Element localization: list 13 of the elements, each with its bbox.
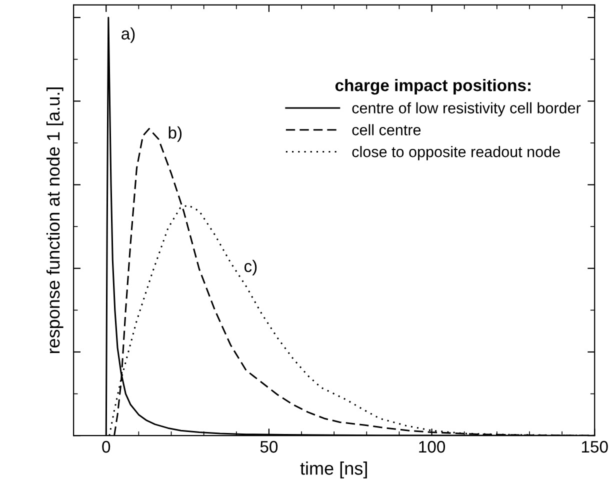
legend-label: cell centre	[352, 124, 421, 136]
x-tick-label: 50	[260, 440, 278, 453]
legend-title: charge impact positions:	[335, 78, 530, 95]
x-tick-label: 100	[419, 440, 446, 453]
x-tick-label: 0	[102, 440, 110, 453]
x-axis-title: time [ns]	[300, 462, 367, 478]
x-tick-label: 150	[582, 440, 608, 453]
y-axis-title: response function at node 1 [a.u.]	[46, 88, 64, 354]
legend-label: centre of low resistivity cell border	[352, 102, 581, 116]
annotation: a)	[122, 27, 135, 43]
annotation: b)	[168, 126, 182, 142]
legend-label: close to opposite readout node	[352, 146, 560, 160]
annotation: c)	[244, 260, 257, 276]
